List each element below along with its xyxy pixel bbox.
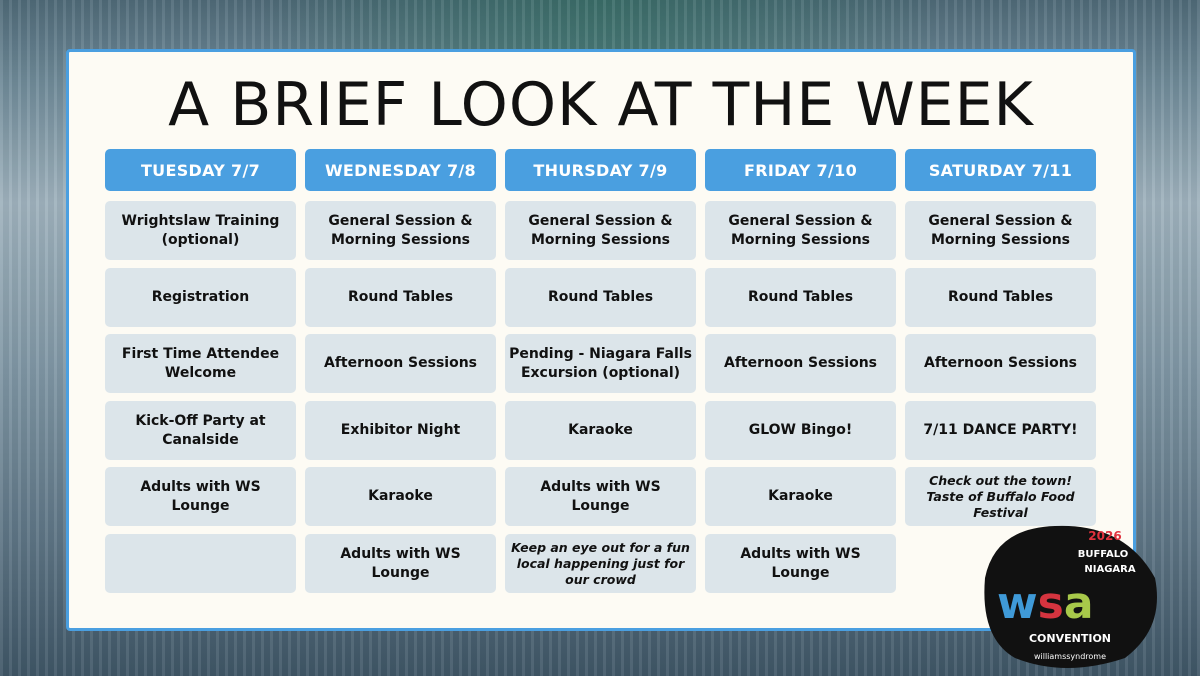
svg-text:NIAGARA: NIAGARA: [1084, 564, 1135, 575]
event-cell: Afternoon Sessions: [305, 334, 496, 393]
day-header: WEDNESDAY 7/8: [305, 149, 496, 191]
event-cell: Check out the town! Taste of Buffalo Foo…: [905, 467, 1096, 526]
event-cell: Exhibitor Night: [305, 401, 496, 460]
event-cell: 7/11 DANCE PARTY!: [905, 401, 1096, 460]
event-cell: General Session & Morning Sessions: [505, 201, 696, 260]
event-cell: Afternoon Sessions: [905, 334, 1096, 393]
day-header: TUESDAY 7/7: [105, 149, 296, 191]
wsa-convention-logo: 2026 BUFFALO NIAGARA wsa CONVENTION will…: [984, 525, 1157, 668]
svg-text:2026: 2026: [1088, 529, 1121, 543]
event-cell: Round Tables: [305, 268, 496, 327]
svg-text:williamssyndrome: williamssyndrome: [1034, 652, 1106, 661]
svg-text:CONVENTION: CONVENTION: [1029, 632, 1111, 645]
schedule-panel: A BRIEF LOOK AT THE WEEK TUESDAY 7/7 Wrig…: [66, 49, 1136, 631]
svg-text:BUFFALO: BUFFALO: [1078, 549, 1129, 560]
day-column: SATURDAY 7/11 General Session & Morning S…: [905, 149, 1096, 526]
svg-text:wsa: wsa: [997, 578, 1094, 629]
event-cell: Karaoke: [305, 467, 496, 526]
event-cell: Adults with WS Lounge: [505, 467, 696, 526]
event-cell: Keep an eye out for a fun local happenin…: [505, 534, 696, 593]
event-cell: General Session & Morning Sessions: [705, 201, 896, 260]
event-cell: Round Tables: [705, 268, 896, 327]
event-cell: Adults with WS Lounge: [705, 534, 896, 593]
day-header: SATURDAY 7/11: [905, 149, 1096, 191]
page-title: A BRIEF LOOK AT THE WEEK: [168, 70, 1034, 140]
event-cell: Round Tables: [505, 268, 696, 327]
event-cell: [105, 534, 296, 593]
event-cell: First Time Attendee Welcome: [105, 334, 296, 393]
event-cell: Round Tables: [905, 268, 1096, 327]
day-column: WEDNESDAY 7/8 General Session & Morning S…: [305, 149, 496, 593]
day-column: THURSDAY 7/9 General Session & Morning Se…: [505, 149, 696, 593]
event-cell: Adults with WS Lounge: [105, 467, 296, 526]
event-cell: GLOW Bingo!: [705, 401, 896, 460]
event-cell: Adults with WS Lounge: [305, 534, 496, 593]
event-cell: Karaoke: [505, 401, 696, 460]
day-column: FRIDAY 7/10 General Session & Morning Ses…: [705, 149, 896, 593]
event-cell: General Session & Morning Sessions: [305, 201, 496, 260]
event-cell: General Session & Morning Sessions: [905, 201, 1096, 260]
day-header: FRIDAY 7/10: [705, 149, 896, 191]
day-column: TUESDAY 7/7 Wrightslaw Training (optional…: [105, 149, 296, 593]
day-header: THURSDAY 7/9: [505, 149, 696, 191]
event-cell: Pending - Niagara Falls Excursion (optio…: [505, 334, 696, 393]
event-cell: Afternoon Sessions: [705, 334, 896, 393]
event-cell: Kick-Off Party at Canalside: [105, 401, 296, 460]
event-cell: Karaoke: [705, 467, 896, 526]
event-cell: Registration: [105, 268, 296, 327]
event-cell: Wrightslaw Training (optional): [105, 201, 296, 260]
